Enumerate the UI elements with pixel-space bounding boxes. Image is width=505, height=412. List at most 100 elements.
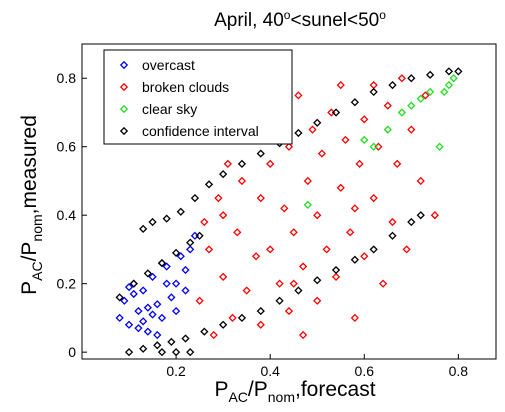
point (289, 279, 298, 288)
point (416, 176, 425, 186)
point (134, 324, 143, 333)
point (313, 118, 322, 127)
point (350, 313, 359, 323)
point (369, 245, 378, 254)
point (157, 259, 167, 268)
point (440, 87, 449, 97)
point (139, 286, 148, 295)
point (157, 313, 167, 323)
label-part: ,measured (18, 115, 41, 214)
point (303, 176, 312, 186)
point (303, 200, 312, 210)
legend-label: clear sky (142, 101, 197, 117)
point (219, 211, 228, 220)
point (444, 67, 454, 76)
point (190, 193, 200, 203)
y-tick-label: 0.2 (57, 276, 77, 292)
point (308, 125, 317, 134)
point (120, 296, 129, 305)
point (388, 80, 397, 90)
point (454, 67, 463, 76)
label-part: ,forecast (295, 378, 376, 401)
point (237, 313, 247, 323)
point (313, 296, 322, 305)
point (186, 245, 195, 254)
point (256, 149, 265, 158)
point (162, 262, 171, 271)
title-part: April, 40 (214, 10, 284, 31)
point (346, 228, 355, 237)
point (139, 224, 148, 234)
point (430, 211, 439, 220)
point (171, 348, 181, 357)
point (181, 286, 190, 295)
point (416, 211, 425, 220)
label-part: P (18, 281, 41, 295)
point (397, 74, 407, 83)
point (402, 245, 411, 254)
point (143, 269, 152, 278)
x-axis-label: PAC/Pnom,forecast (214, 378, 375, 405)
point (275, 279, 284, 288)
point (157, 348, 167, 357)
point (294, 91, 303, 100)
point (214, 193, 223, 203)
point (435, 142, 444, 151)
point (167, 337, 176, 346)
point (204, 180, 214, 189)
point (256, 193, 265, 203)
point (360, 252, 369, 261)
point (350, 255, 359, 264)
point (322, 245, 331, 254)
point (397, 108, 407, 117)
point (219, 169, 228, 179)
point (284, 306, 294, 316)
point (143, 327, 152, 336)
point (336, 80, 345, 90)
x-tick-label: 0.4 (260, 363, 280, 379)
point (171, 248, 181, 257)
point (153, 300, 162, 309)
point (139, 317, 148, 326)
point (153, 341, 162, 350)
point (426, 87, 435, 97)
point (148, 310, 157, 319)
point (134, 306, 143, 316)
point (369, 193, 378, 203)
point (331, 272, 341, 281)
legend-marker (119, 82, 129, 92)
x-tick-label: 0.6 (355, 363, 375, 379)
legend-label: overcast (142, 57, 195, 73)
label-sub: nom (268, 389, 295, 405)
point (186, 348, 195, 357)
point (378, 279, 388, 288)
point (167, 293, 176, 302)
point (181, 334, 190, 343)
point (298, 330, 308, 340)
point (266, 245, 275, 254)
point (360, 115, 369, 124)
legend: overcast broken clouds clear sky confidence… (103, 49, 293, 145)
point (124, 348, 134, 357)
point (407, 125, 416, 134)
x-tick-label: 0.2 (166, 363, 186, 379)
label-part: /P (18, 242, 41, 262)
point (388, 217, 397, 227)
point (407, 101, 416, 110)
y-tick-label: 0 (68, 344, 76, 360)
point (383, 101, 392, 110)
y-tick-label: 0.8 (57, 70, 77, 86)
point (148, 217, 157, 227)
point (124, 282, 134, 292)
point (129, 289, 138, 299)
legend-marker (119, 104, 129, 114)
legend-label: broken clouds (142, 79, 229, 95)
label-sub: nom (29, 214, 45, 241)
point (162, 279, 171, 288)
point (355, 159, 364, 168)
point (195, 231, 204, 240)
point (360, 135, 369, 144)
point (115, 293, 124, 302)
point (186, 238, 195, 247)
point (369, 87, 378, 97)
